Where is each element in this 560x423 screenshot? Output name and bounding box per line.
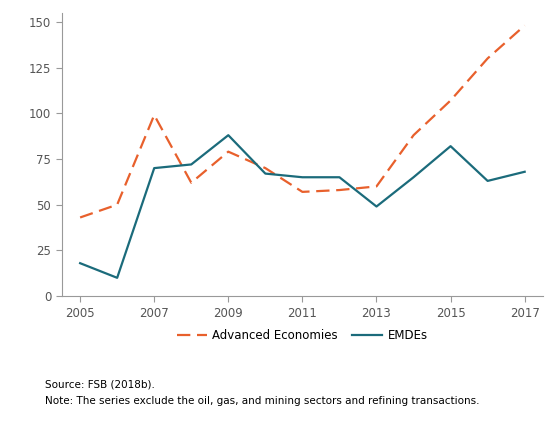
Legend: Advanced Economies, EMDEs: Advanced Economies, EMDEs <box>172 324 432 347</box>
Text: Note: The series exclude the oil, gas, and mining sectors and refining transacti: Note: The series exclude the oil, gas, a… <box>45 396 479 406</box>
Text: Source: FSB (2018b).: Source: FSB (2018b). <box>45 379 155 389</box>
